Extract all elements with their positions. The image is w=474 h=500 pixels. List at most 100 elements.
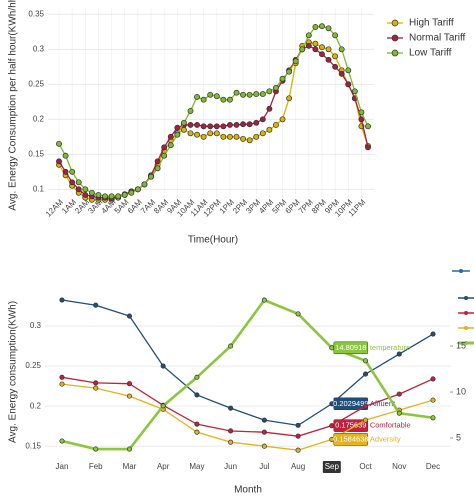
data-point	[362, 403, 369, 409]
data-point	[273, 84, 279, 91]
data-point	[93, 380, 99, 386]
data-point	[358, 109, 365, 116]
data-point	[332, 32, 339, 39]
data-point	[213, 93, 220, 100]
data-point	[240, 135, 247, 142]
x-tick-label: Jul	[259, 462, 269, 471]
legend-label: Low Tariff	[409, 48, 452, 59]
data-point	[194, 131, 201, 138]
data-point	[75, 186, 82, 193]
data-point	[240, 91, 247, 98]
data-point	[246, 121, 253, 128]
data-point	[59, 374, 65, 380]
data-point	[345, 81, 352, 88]
data-point	[396, 351, 402, 357]
data-point	[345, 67, 352, 74]
legend-icons	[452, 269, 474, 345]
data-point	[253, 133, 260, 140]
y-tick-label: 0.2	[33, 114, 45, 123]
data-point	[93, 385, 99, 391]
value-label-box	[333, 397, 369, 411]
data-point	[226, 96, 233, 103]
data-point	[430, 415, 436, 421]
data-point	[365, 123, 371, 130]
data-point	[194, 392, 200, 398]
data-point	[319, 44, 325, 51]
y-tick-label: 0.35	[28, 9, 44, 18]
data-point	[329, 345, 335, 351]
data-point	[56, 158, 62, 165]
series-label: Comfortable	[370, 421, 411, 430]
legend-label: Normal Tariff	[409, 33, 466, 44]
data-point	[200, 123, 207, 130]
x-tick-label: Feb	[89, 462, 103, 471]
data-point	[362, 371, 369, 377]
data-point	[332, 53, 339, 60]
data-point	[351, 88, 358, 95]
data-point	[396, 410, 402, 416]
data-point	[161, 144, 168, 151]
data-point	[253, 91, 260, 98]
data-point	[167, 142, 174, 149]
data-point	[213, 123, 220, 130]
y-tick-label: 0.2	[30, 401, 42, 410]
data-point	[246, 137, 253, 144]
data-point	[286, 68, 293, 75]
x-tick-label: Mar	[123, 462, 137, 471]
data-point	[312, 23, 319, 30]
y-axis-title: Avg. Energy Consumption per half hour(KW…	[8, 0, 19, 211]
value-label: 14.80918	[335, 343, 366, 352]
data-point	[261, 429, 267, 435]
data-point	[194, 93, 201, 100]
data-point	[187, 121, 194, 128]
data-point	[279, 116, 286, 123]
data-point	[75, 179, 82, 186]
x-tick-label: Oct	[359, 462, 372, 471]
data-point	[362, 417, 369, 423]
data-point	[273, 121, 279, 128]
data-point	[126, 446, 133, 452]
data-point	[180, 126, 187, 133]
data-point	[160, 403, 166, 409]
data-point	[295, 311, 301, 317]
data-point	[396, 391, 402, 397]
data-point	[95, 191, 102, 198]
data-point	[180, 119, 187, 126]
x-tick-label: Dec	[426, 462, 440, 471]
data-point	[362, 358, 369, 364]
data-point	[154, 158, 161, 165]
y2-tick-label: 15	[456, 340, 466, 350]
data-point	[319, 51, 325, 58]
data-point	[93, 446, 99, 452]
data-point	[430, 376, 436, 382]
data-point	[126, 313, 133, 319]
data-point	[134, 186, 141, 193]
y-tick-label: 0.15	[28, 149, 44, 158]
data-point	[160, 363, 166, 369]
data-point	[253, 119, 260, 126]
data-point	[279, 75, 286, 82]
data-point	[174, 131, 181, 138]
data-point	[213, 130, 220, 137]
data-point	[312, 40, 319, 47]
data-point	[200, 133, 207, 140]
data-point	[286, 95, 293, 102]
data-point	[246, 91, 253, 98]
series-line	[61, 298, 434, 451]
data-point	[69, 179, 76, 186]
y-axis-title: Avg. Energy consumption(KWh)	[8, 301, 19, 443]
data-point	[240, 121, 247, 128]
data-point	[126, 393, 133, 399]
data-point	[305, 32, 312, 39]
data-point	[220, 133, 227, 140]
data-point	[59, 438, 65, 444]
x-tick-highlight	[322, 461, 341, 473]
x-tick-label: Sep	[325, 462, 340, 471]
value-label: 0.175639	[335, 421, 366, 430]
data-point	[69, 168, 76, 175]
value-label-box	[333, 341, 369, 355]
data-point	[228, 439, 234, 445]
data-point	[194, 429, 200, 435]
data-point	[82, 191, 89, 198]
series-line	[61, 383, 434, 451]
